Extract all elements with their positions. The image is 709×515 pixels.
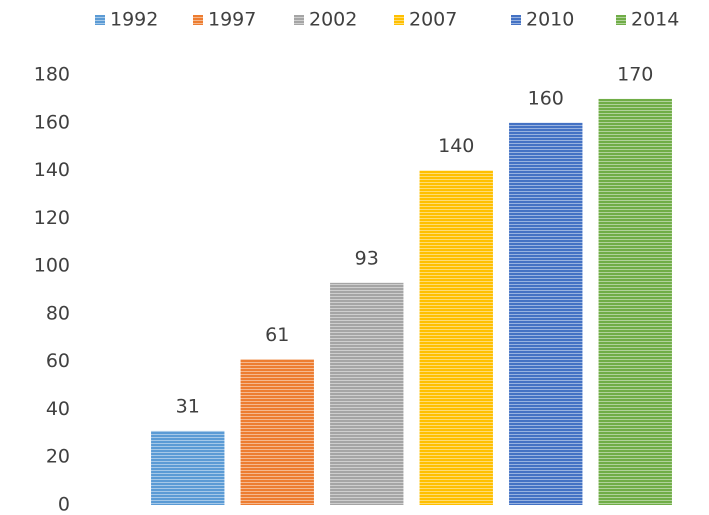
legend-swatch: [95, 15, 105, 25]
data-label: 170: [617, 63, 653, 85]
y-tick-label: 140: [34, 159, 70, 181]
legend-label: 2007: [409, 9, 457, 31]
data-label: 31: [176, 395, 200, 417]
y-tick-label: 0: [58, 494, 70, 515]
data-label: 93: [355, 247, 379, 269]
bar: [330, 283, 403, 505]
y-tick-label: 20: [46, 446, 70, 468]
y-tick-label: 180: [34, 64, 70, 86]
bar: [241, 359, 314, 505]
legend-label: 1992: [110, 9, 158, 31]
chart: 0 20 40 60 80 100 120 140 160 180 1992 1997 2002 2007…: [0, 0, 709, 515]
legend-swatch: [294, 15, 304, 25]
legend-swatch: [616, 15, 626, 25]
y-tick-label: 120: [34, 207, 70, 229]
legend-label: 1997: [208, 9, 256, 31]
data-label: 160: [528, 87, 564, 109]
legend-label: 2010: [526, 9, 574, 31]
data-label: 61: [265, 324, 289, 346]
bar: [599, 99, 672, 505]
y-tick-label: 100: [34, 255, 70, 277]
legend-swatch: [511, 15, 521, 25]
bar: [420, 171, 493, 505]
legend-label: 2014: [631, 9, 679, 31]
data-label: 140: [438, 135, 474, 157]
bar: [151, 431, 224, 505]
y-tick-label: 40: [46, 398, 70, 420]
y-tick-label: 160: [34, 111, 70, 133]
y-tick-label: 80: [46, 302, 70, 324]
bar: [509, 123, 582, 505]
y-tick-label: 60: [46, 350, 70, 372]
legend-label: 2002: [309, 9, 357, 31]
legend-swatch: [193, 15, 203, 25]
legend-swatch: [394, 15, 404, 25]
